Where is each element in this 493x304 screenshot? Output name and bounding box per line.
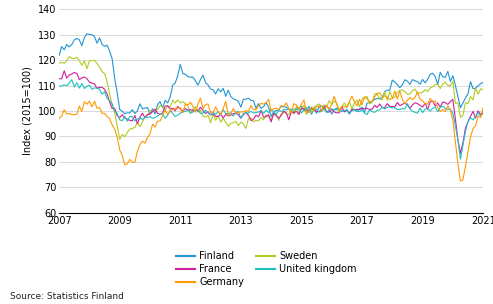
- Sweden: [117, 138, 123, 141]
- Sweden: [422, 88, 428, 92]
- United kingdom: [458, 157, 463, 161]
- Finland: [465, 92, 471, 96]
- Finland: [84, 32, 90, 36]
- Sweden: [465, 102, 471, 105]
- France: [225, 114, 231, 118]
- Finland: [399, 83, 405, 87]
- Finland: [172, 81, 178, 85]
- France: [420, 105, 425, 109]
- Sweden: [66, 55, 72, 58]
- France: [397, 104, 403, 108]
- United kingdom: [225, 112, 231, 115]
- Line: Germany: Germany: [59, 91, 483, 181]
- Finland: [480, 81, 486, 84]
- France: [389, 105, 395, 109]
- Sweden: [228, 122, 234, 125]
- France: [465, 120, 471, 124]
- France: [480, 111, 486, 114]
- Sweden: [175, 98, 181, 102]
- Germany: [223, 100, 229, 103]
- Germany: [480, 106, 486, 109]
- Sweden: [480, 88, 486, 92]
- Line: Sweden: Sweden: [59, 57, 483, 140]
- United kingdom: [420, 111, 425, 115]
- Sweden: [399, 88, 405, 92]
- Sweden: [392, 95, 398, 99]
- Germany: [458, 179, 463, 183]
- Germany: [392, 89, 398, 93]
- Finland: [225, 88, 231, 92]
- France: [61, 69, 67, 73]
- United kingdom: [172, 115, 178, 119]
- Line: United kingdom: United kingdom: [59, 80, 483, 159]
- Germany: [397, 89, 403, 93]
- United kingdom: [69, 78, 75, 81]
- Germany: [387, 98, 393, 101]
- Line: Finland: Finland: [59, 34, 483, 116]
- Finland: [268, 115, 274, 118]
- United kingdom: [56, 84, 62, 88]
- United kingdom: [389, 106, 395, 109]
- Sweden: [56, 61, 62, 65]
- Finland: [422, 81, 428, 85]
- Legend: Finland, France, Germany, Sweden, United kingdom: Finland, France, Germany, Sweden, United…: [176, 251, 356, 287]
- Germany: [420, 99, 425, 103]
- Germany: [465, 150, 471, 153]
- United kingdom: [465, 120, 471, 123]
- United kingdom: [397, 108, 403, 111]
- United kingdom: [480, 112, 486, 116]
- France: [172, 109, 178, 112]
- Germany: [170, 108, 176, 112]
- Text: Source: Statistics Finland: Source: Statistics Finland: [10, 292, 124, 301]
- France: [458, 151, 463, 155]
- Germany: [56, 116, 62, 120]
- Y-axis label: Index (2015=100): Index (2015=100): [22, 67, 33, 155]
- Line: France: France: [59, 71, 483, 153]
- Finland: [56, 54, 62, 57]
- France: [56, 77, 62, 81]
- Finland: [392, 80, 398, 84]
